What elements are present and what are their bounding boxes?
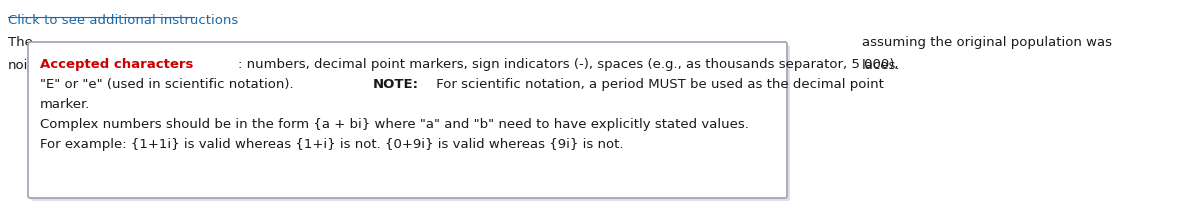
Text: NOTE:: NOTE:	[373, 78, 419, 91]
Text: : numbers, decimal point markers, sign indicators (-), spaces (e.g., as thousand: : numbers, decimal point markers, sign i…	[238, 58, 899, 71]
Text: assuming the original population was: assuming the original population was	[862, 36, 1112, 49]
Text: Complex numbers should be in the form {a + bi} where "a" and "b" need to have ex: Complex numbers should be in the form {a…	[40, 118, 749, 131]
Text: "E" or "e" (used in scientific notation).: "E" or "e" (used in scientific notation)…	[40, 78, 298, 91]
Text: Accepted characters: Accepted characters	[40, 58, 193, 71]
FancyBboxPatch shape	[28, 42, 787, 198]
FancyBboxPatch shape	[31, 45, 790, 201]
Text: For scientific notation, a period MUST be used as the decimal point: For scientific notation, a period MUST b…	[432, 78, 884, 91]
Text: For example: {1+1i} is valid whereas {1+i} is not. {0+9i} is valid whereas {9i} : For example: {1+1i} is valid whereas {1+…	[40, 138, 624, 151]
Text: laces.: laces.	[862, 59, 900, 72]
Text: The: The	[8, 36, 32, 49]
Text: noi: noi	[8, 59, 29, 72]
Text: marker.: marker.	[40, 98, 90, 111]
Text: Click to see additional instructions: Click to see additional instructions	[8, 14, 239, 27]
